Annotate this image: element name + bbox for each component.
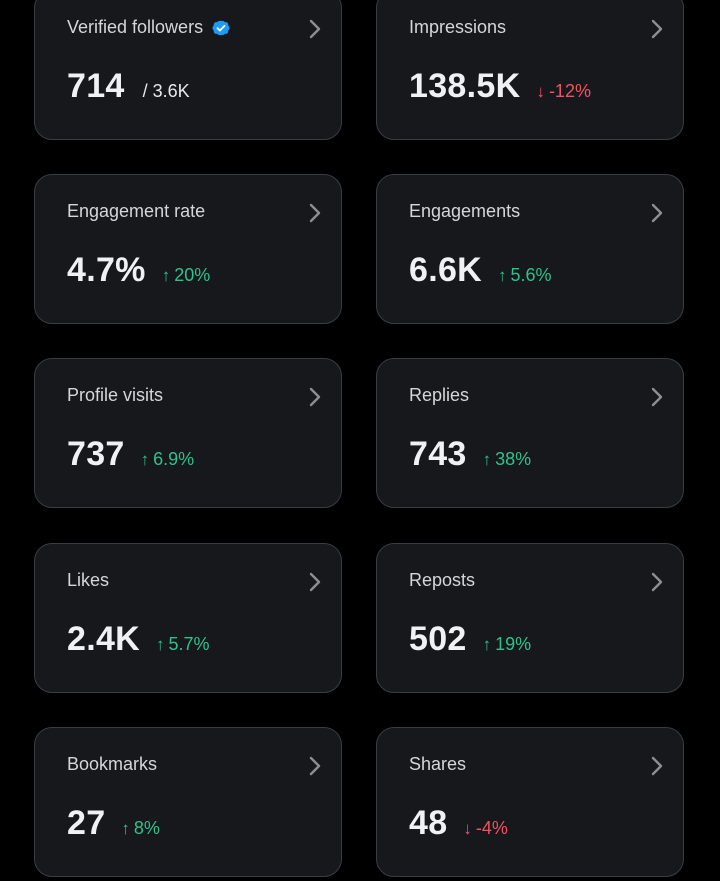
metric-value: 502 <box>409 620 467 658</box>
arrow-up-icon: ↑ <box>121 819 130 838</box>
metric-delta: ↑ 20% <box>161 265 211 285</box>
metric-delta: ↑ 5.6% <box>498 265 552 285</box>
arrow-up-icon: ↑ <box>161 266 171 285</box>
card-title: Shares <box>409 754 467 774</box>
card-replies[interactable]: Replies 743 ↑ 38% <box>376 358 684 508</box>
metric-value: 6.6K <box>409 251 483 289</box>
card-engagement-rate[interactable]: Engagement rate 4.7% ↑ 20% <box>34 174 342 324</box>
chevron-right-icon[interactable] <box>305 754 325 778</box>
chevron-right-icon[interactable] <box>647 385 667 409</box>
metric-value: 714 <box>67 67 125 105</box>
card-title: Impressions <box>409 17 507 37</box>
arrow-up-icon: ↑ <box>140 450 150 469</box>
metric-value-row: 6.6K ↑ 5.6% <box>409 251 552 290</box>
card-bookmarks[interactable]: Bookmarks 27 ↑ 8% <box>34 727 342 877</box>
metric-value-row: 743 ↑ 38% <box>409 435 531 474</box>
metric-value-row: 4.7% ↑ 20% <box>67 251 210 290</box>
arrow-up-icon: ↑ <box>498 266 507 285</box>
metric-value: 737 <box>67 435 125 473</box>
card-title: Replies <box>409 385 470 405</box>
metric-delta: ↓ -4% <box>463 818 508 838</box>
chevron-right-icon[interactable] <box>647 570 667 594</box>
chevron-right-icon[interactable] <box>305 201 325 225</box>
chevron-right-icon[interactable] <box>647 201 667 225</box>
card-profile-visits[interactable]: Profile visits 737 ↑ 6.9% <box>34 358 342 508</box>
metric-value-row: 27 ↑ 8% <box>67 804 160 843</box>
verified-badge-icon <box>212 20 230 35</box>
card-engagements[interactable]: Engagements 6.6K ↑ 5.6% <box>376 174 684 324</box>
chevron-right-icon[interactable] <box>647 754 667 778</box>
chevron-right-icon[interactable] <box>305 570 325 594</box>
card-title: Reposts <box>409 570 476 590</box>
card-title: Engagements <box>409 201 521 221</box>
card-title: Verified followers <box>67 17 231 38</box>
card-title: Engagement rate <box>67 201 206 221</box>
metric-delta: ↓ -12% <box>536 81 591 101</box>
card-title: Bookmarks <box>67 754 158 774</box>
metric-delta: ↑ 8% <box>121 818 160 838</box>
metric-value-row: 138.5K ↓ -12% <box>409 67 591 106</box>
metric-delta: ↑ 6.9% <box>140 449 195 469</box>
metric-value: 4.7% <box>67 251 146 289</box>
arrow-up-icon: ↑ <box>156 635 165 654</box>
card-verified-followers[interactable]: Verified followers 714 / 3.6K <box>34 0 342 140</box>
card-shares[interactable]: Shares 48 ↓ -4% <box>376 727 684 877</box>
card-reposts[interactable]: Reposts 502 ↑ 19% <box>376 543 684 693</box>
metric-value: 48 <box>409 804 448 842</box>
metric-delta: ↑ 19% <box>482 634 532 654</box>
metric-delta: ↑ 38% <box>482 449 532 469</box>
metric-value: 27 <box>67 804 106 842</box>
metric-delta: ↑ 5.7% <box>156 634 210 654</box>
metric-value-row: 48 ↓ -4% <box>409 804 508 843</box>
card-likes[interactable]: Likes 2.4K ↑ 5.7% <box>34 543 342 693</box>
metric-value-row: 737 ↑ 6.9% <box>67 435 194 474</box>
metric-value: 743 <box>409 435 467 473</box>
arrow-down-icon: ↓ <box>463 819 472 838</box>
arrow-up-icon: ↑ <box>482 635 492 654</box>
metric-value: 138.5K <box>409 67 521 105</box>
chevron-right-icon[interactable] <box>305 385 325 409</box>
arrow-up-icon: ↑ <box>482 450 492 469</box>
card-title: Profile visits <box>67 385 164 405</box>
metric-value-row: 714 / 3.6K <box>67 67 190 106</box>
metric-value: 2.4K <box>67 620 141 658</box>
chevron-right-icon[interactable] <box>647 17 667 41</box>
metric-value-row: 502 ↑ 19% <box>409 620 531 659</box>
arrow-down-icon: ↓ <box>536 82 545 101</box>
card-title: Likes <box>67 570 110 590</box>
metric-value-row: 2.4K ↑ 5.7% <box>67 620 210 659</box>
chevron-right-icon[interactable] <box>305 17 325 41</box>
card-impressions[interactable]: Impressions 138.5K ↓ -12% <box>376 0 684 140</box>
metric-total: / 3.6K <box>142 81 190 101</box>
